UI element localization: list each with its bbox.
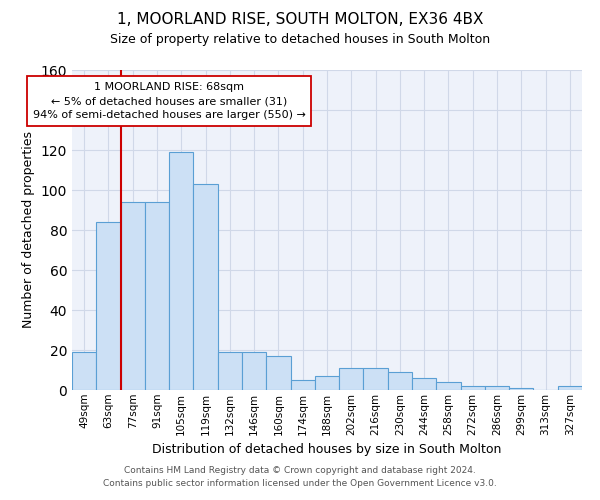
Bar — [364, 368, 388, 390]
Text: 1 MOORLAND RISE: 68sqm
← 5% of detached houses are smaller (31)
94% of semi-deta: 1 MOORLAND RISE: 68sqm ← 5% of detached … — [33, 82, 305, 120]
Bar — [436, 382, 461, 390]
Bar — [558, 386, 582, 390]
Bar — [388, 372, 412, 390]
Bar — [145, 202, 169, 390]
Bar — [72, 352, 96, 390]
Bar — [315, 376, 339, 390]
Bar — [266, 356, 290, 390]
Y-axis label: Number of detached properties: Number of detached properties — [22, 132, 35, 328]
X-axis label: Distribution of detached houses by size in South Molton: Distribution of detached houses by size … — [152, 443, 502, 456]
Text: 1, MOORLAND RISE, SOUTH MOLTON, EX36 4BX: 1, MOORLAND RISE, SOUTH MOLTON, EX36 4BX — [117, 12, 483, 28]
Bar — [169, 152, 193, 390]
Bar — [290, 380, 315, 390]
Bar — [339, 368, 364, 390]
Bar — [193, 184, 218, 390]
Text: Size of property relative to detached houses in South Molton: Size of property relative to detached ho… — [110, 32, 490, 46]
Bar — [242, 352, 266, 390]
Bar — [509, 388, 533, 390]
Bar — [96, 222, 121, 390]
Bar — [485, 386, 509, 390]
Bar — [121, 202, 145, 390]
Bar — [218, 352, 242, 390]
Text: Contains HM Land Registry data © Crown copyright and database right 2024.
Contai: Contains HM Land Registry data © Crown c… — [103, 466, 497, 487]
Bar — [461, 386, 485, 390]
Bar — [412, 378, 436, 390]
